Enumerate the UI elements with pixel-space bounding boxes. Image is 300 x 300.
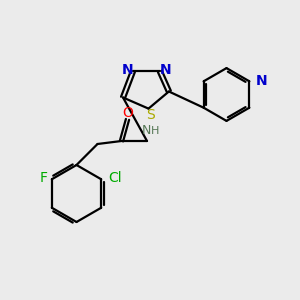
Text: O: O xyxy=(122,106,133,120)
Text: S: S xyxy=(146,108,155,122)
Text: N: N xyxy=(122,63,133,77)
Text: N: N xyxy=(142,124,151,136)
Text: Cl: Cl xyxy=(108,171,122,185)
Text: H: H xyxy=(151,127,160,136)
Text: F: F xyxy=(39,171,47,185)
Text: N: N xyxy=(160,63,171,77)
Text: N: N xyxy=(255,74,267,88)
